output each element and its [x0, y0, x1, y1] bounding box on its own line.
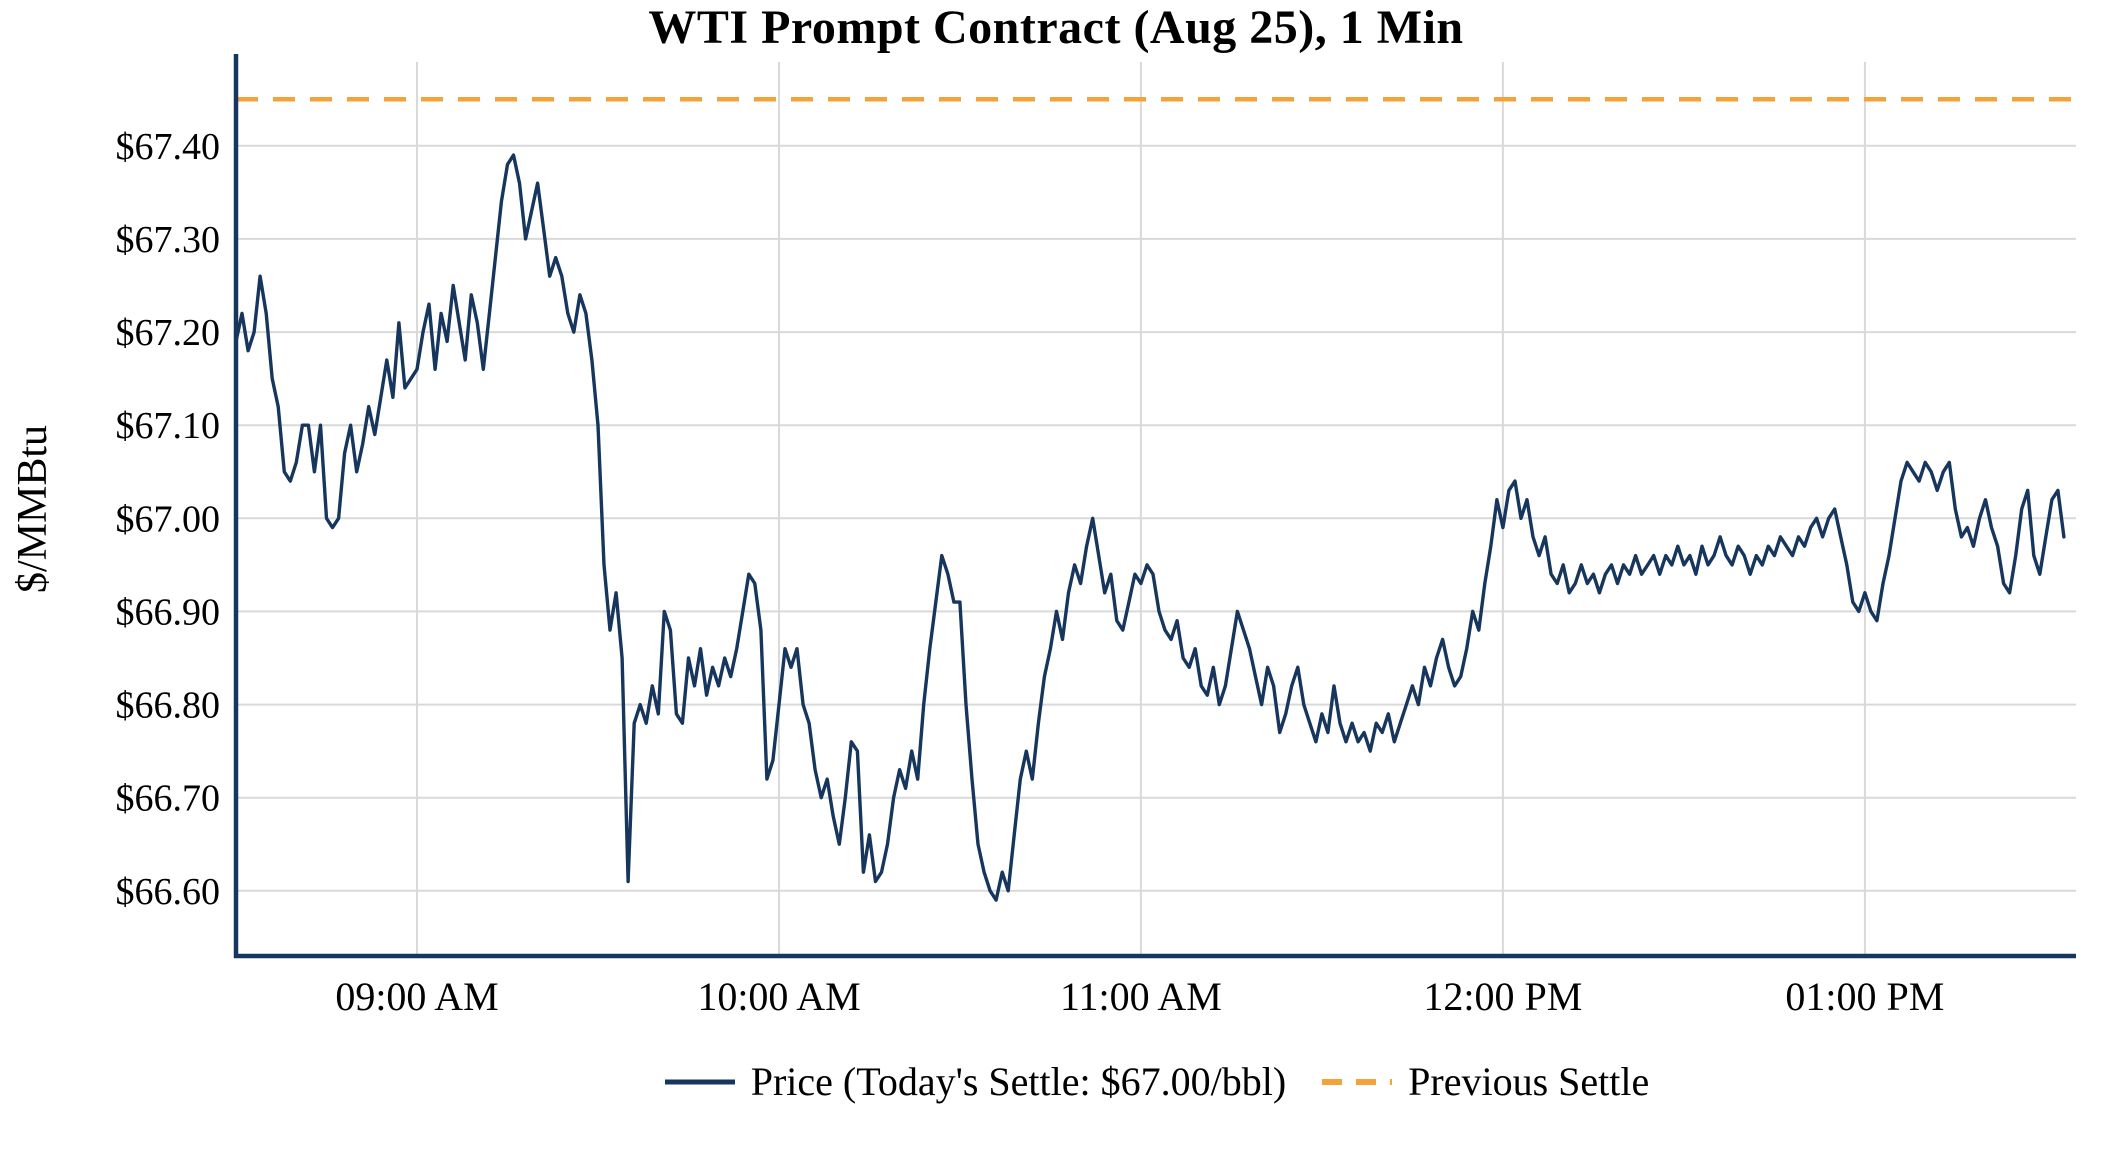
legend-item-price: Price (Today's Settle: $67.00/bbl) [663, 1058, 1286, 1105]
svg-text:11:00 AM: 11:00 AM [1060, 974, 1222, 1019]
svg-text:$67.00: $67.00 [116, 498, 221, 540]
svg-text:09:00 AM: 09:00 AM [335, 974, 498, 1019]
legend-item-previous-settle: Previous Settle [1320, 1058, 1649, 1105]
svg-text:$/MMBtu: $/MMBtu [10, 425, 56, 593]
legend-price-label: Price (Today's Settle: $67.00/bbl) [750, 1059, 1287, 1104]
svg-text:$67.20: $67.20 [116, 312, 221, 354]
legend-previous-settle-label: Previous Settle [1408, 1059, 1650, 1104]
svg-text:$66.60: $66.60 [116, 871, 221, 913]
chart-title: WTI Prompt Contract (Aug 25), 1 Min [648, 1, 1464, 54]
svg-text:12:00 PM: 12:00 PM [1423, 974, 1582, 1019]
previous-settle-line-sample [1322, 1078, 1393, 1085]
svg-text:$67.10: $67.10 [116, 405, 221, 447]
price-line-sample [664, 1079, 735, 1084]
svg-text:$66.90: $66.90 [116, 591, 221, 633]
chart-legend: Price (Today's Settle: $67.00/bbl) Previ… [236, 1058, 2076, 1105]
svg-text:01:00 PM: 01:00 PM [1785, 974, 1944, 1019]
svg-text:10:00 AM: 10:00 AM [697, 974, 860, 1019]
svg-text:$66.70: $66.70 [116, 778, 221, 820]
svg-text:$67.40: $67.40 [116, 126, 221, 168]
svg-text:$67.30: $67.30 [116, 219, 221, 261]
svg-text:$66.80: $66.80 [116, 685, 221, 727]
